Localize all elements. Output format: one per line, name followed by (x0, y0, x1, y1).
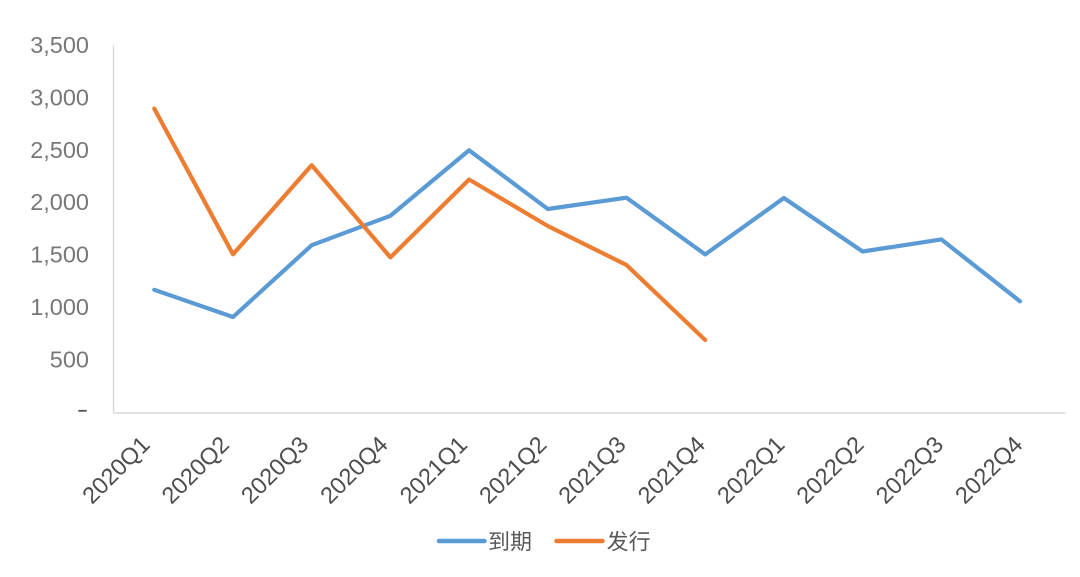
svg-text:3,000: 3,000 (30, 84, 89, 110)
svg-text:2,000: 2,000 (30, 189, 89, 215)
svg-text:2,500: 2,500 (30, 137, 89, 163)
svg-text:3,500: 3,500 (30, 32, 89, 58)
svg-text:500: 500 (50, 347, 89, 373)
svg-text:1,500: 1,500 (30, 242, 89, 268)
svg-text:1,000: 1,000 (30, 294, 89, 320)
